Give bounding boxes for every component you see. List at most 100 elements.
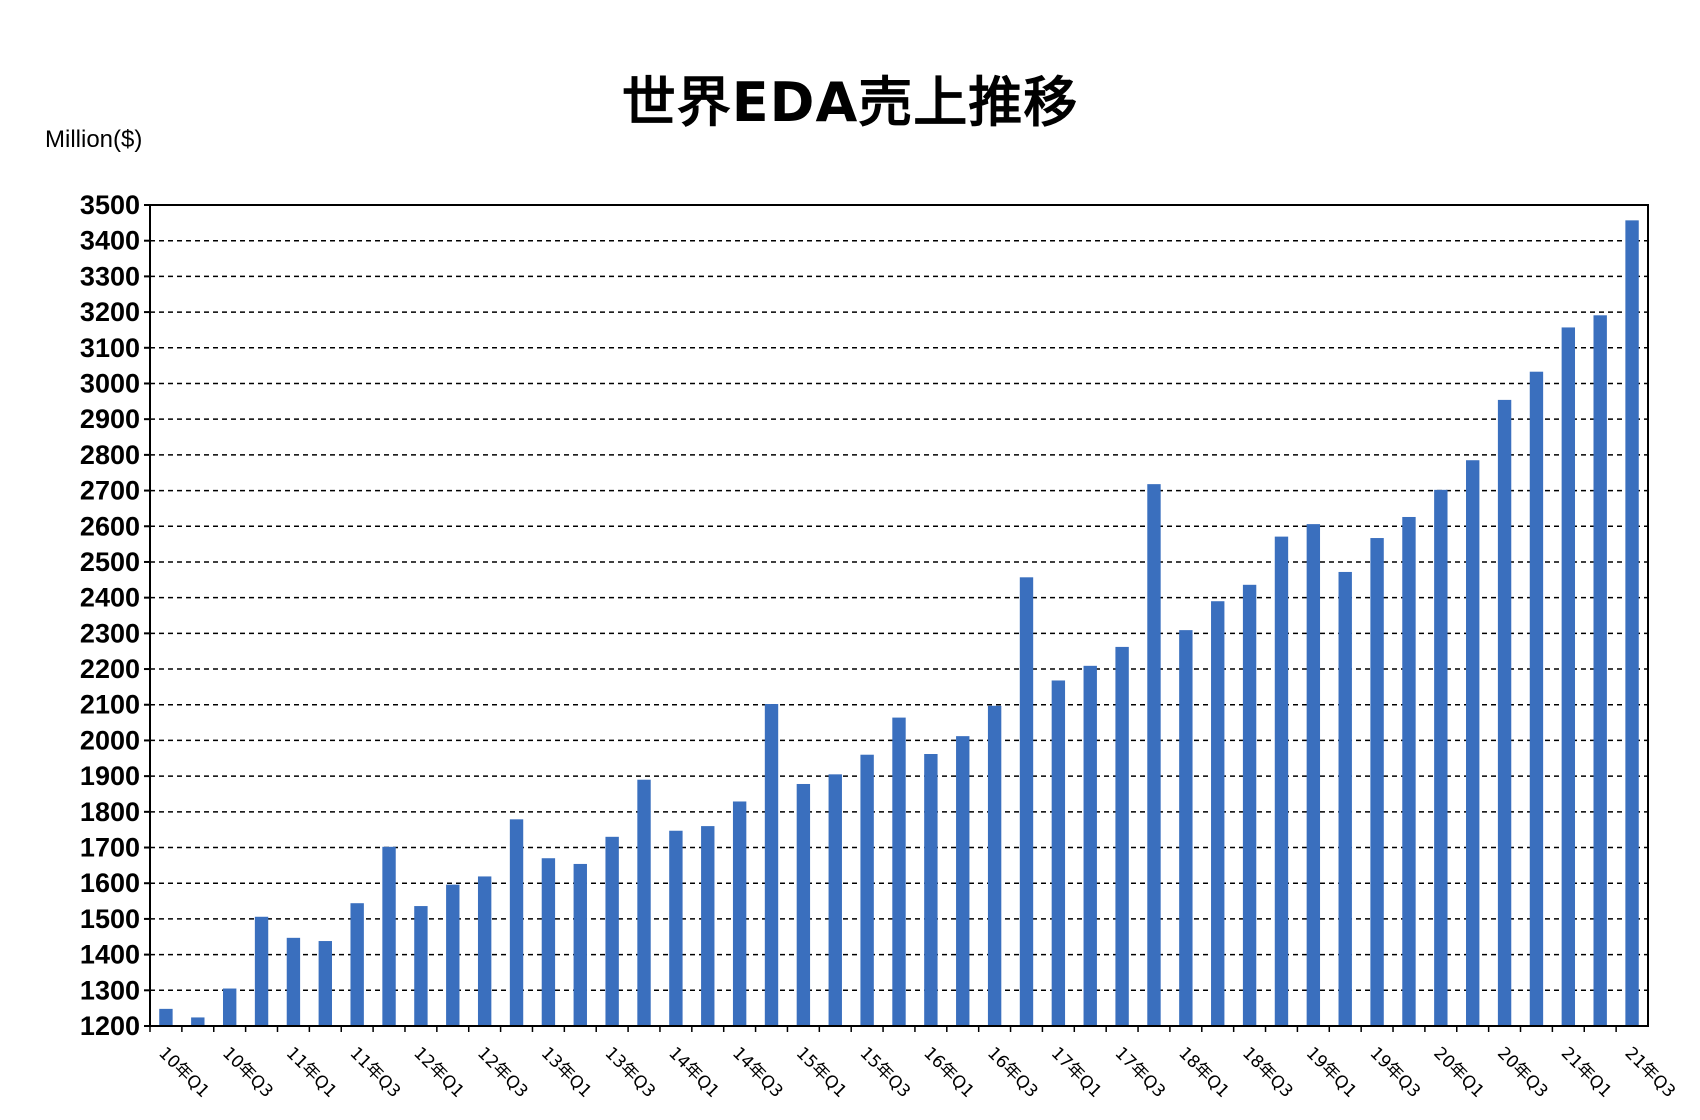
bar-13年Q2 xyxy=(573,863,587,1026)
y-tick-label: 1600 xyxy=(80,868,140,898)
x-tick-label: 10年Q3 xyxy=(218,1043,277,1102)
bar-21年Q3 xyxy=(1625,220,1639,1027)
y-tick-label: 3300 xyxy=(80,261,140,291)
bar-18年Q2 xyxy=(1211,601,1225,1026)
x-tick-label: 15年Q1 xyxy=(792,1043,851,1102)
x-tick-label: 18年Q3 xyxy=(1238,1043,1297,1102)
bar-20年Q3 xyxy=(1497,399,1512,1026)
y-tick-label: 1900 xyxy=(80,761,140,791)
bar-21年Q2 xyxy=(1593,315,1607,1026)
x-tick-label: 14年Q1 xyxy=(664,1043,723,1102)
bar-12年Q3 xyxy=(477,876,492,1026)
bar-16年Q2 xyxy=(956,736,970,1026)
bar-10年Q2 xyxy=(191,1017,205,1026)
y-tick-label: 3000 xyxy=(80,368,140,398)
y-tick-label: 2000 xyxy=(80,725,140,755)
y-tick-label: 2100 xyxy=(80,690,140,720)
y-tick-label: 3500 xyxy=(80,190,140,220)
bar-15年Q2 xyxy=(828,774,842,1026)
x-tick-label: 13年Q3 xyxy=(601,1043,660,1102)
y-tick-label: 1200 xyxy=(80,1011,140,1041)
y-tick-label: 1300 xyxy=(80,975,140,1005)
bar-16年Q3 xyxy=(987,705,1002,1026)
bar-18年Q4 xyxy=(1274,536,1289,1026)
bar-14年Q4 xyxy=(764,704,779,1026)
y-axis-ticks: 1200 1300 1400 1500 1600 1700 1800 1900 2000 2100… xyxy=(80,190,150,1041)
x-tick-label: 12年Q3 xyxy=(473,1043,532,1102)
bar-20年Q1 xyxy=(1434,489,1448,1026)
bar-12年Q2 xyxy=(446,884,460,1026)
y-tick-label: 2800 xyxy=(80,440,140,470)
bar-19年Q2 xyxy=(1338,571,1352,1026)
y-tick-label: 2900 xyxy=(80,404,140,434)
x-tick-label: 21年Q3 xyxy=(1621,1043,1680,1102)
bar-11年Q1 xyxy=(286,937,301,1026)
x-tick-label: 20年Q1 xyxy=(1429,1043,1488,1102)
bar-12年Q1 xyxy=(414,906,428,1026)
bar-17年Q3 xyxy=(1115,646,1129,1026)
y-tick-label: 1800 xyxy=(80,797,140,827)
y-tick-label: 3100 xyxy=(80,333,140,363)
bar-16年Q1 xyxy=(924,753,938,1026)
x-tick-label: 12年Q1 xyxy=(409,1043,468,1102)
x-axis-ticks: 10年Q1 10年Q3 11年Q1 11年Q3 12年Q1 12年Q3 13年Q1 13年Q3… xyxy=(149,1026,1680,1102)
y-tick-label: 3400 xyxy=(80,226,140,256)
y-tick-label: 3200 xyxy=(80,297,140,327)
bar-10年Q4 xyxy=(254,916,269,1026)
bar-15年Q1 xyxy=(796,783,811,1026)
x-tick-label: 13年Q1 xyxy=(537,1043,596,1102)
x-tick-label: 14年Q3 xyxy=(728,1043,787,1102)
bar-10年Q3 xyxy=(222,988,237,1026)
x-tick-label: 16年Q3 xyxy=(983,1043,1042,1102)
bar-11年Q3 xyxy=(350,903,364,1026)
bar-19年Q1 xyxy=(1306,524,1321,1026)
y-tick-label: 1500 xyxy=(80,904,140,934)
bar-19年Q4 xyxy=(1402,516,1416,1026)
bar-18年Q1 xyxy=(1179,630,1193,1026)
plot-area-frame xyxy=(149,204,1649,1027)
x-tick-label: 16年Q1 xyxy=(919,1043,978,1102)
bar-19年Q3 xyxy=(1370,538,1384,1026)
bar-17年Q1 xyxy=(1051,680,1066,1026)
bar-15年Q4 xyxy=(892,717,906,1026)
y-tick-label: 2200 xyxy=(80,654,140,684)
bar-10年Q1 xyxy=(159,1008,173,1026)
bar-17年Q4 xyxy=(1147,484,1161,1026)
x-tick-label: 15年Q3 xyxy=(856,1043,915,1102)
x-tick-label: 11年Q1 xyxy=(282,1043,341,1102)
bar-20年Q2 xyxy=(1466,460,1480,1027)
y-tick-label: 2600 xyxy=(80,511,140,541)
bar-20年Q4 xyxy=(1529,371,1544,1026)
y-tick-label: 2500 xyxy=(80,547,140,577)
bar-17年Q2 xyxy=(1083,665,1097,1026)
x-tick-label: 19年Q1 xyxy=(1302,1043,1361,1102)
bar-13年Q4 xyxy=(637,779,651,1026)
x-tick-label: 18年Q1 xyxy=(1174,1043,1233,1102)
x-tick-label: 19年Q3 xyxy=(1366,1043,1425,1102)
x-tick-label: 17年Q3 xyxy=(1111,1043,1170,1102)
y-tick-label: 1400 xyxy=(80,940,140,970)
chart-title: 世界EDA売上推移 xyxy=(621,71,1079,134)
bar-18年Q3 xyxy=(1242,584,1257,1026)
bar-21年Q1 xyxy=(1561,327,1576,1026)
bar-14年Q3 xyxy=(732,801,747,1026)
y-tick-label: 2400 xyxy=(80,583,140,613)
x-tick-label: 11年Q3 xyxy=(346,1043,405,1102)
x-tick-label: 21年Q1 xyxy=(1557,1043,1616,1102)
bars xyxy=(159,220,1639,1027)
bar-13年Q3 xyxy=(605,836,619,1026)
x-tick-label: 10年Q1 xyxy=(154,1043,213,1102)
bar-16年Q4 xyxy=(1019,577,1034,1026)
bar-11年Q2 xyxy=(318,941,332,1026)
x-tick-label: 20年Q3 xyxy=(1493,1043,1552,1102)
y-tick-label: 2300 xyxy=(80,618,140,648)
bar-13年Q1 xyxy=(541,858,556,1026)
bar-11年Q4 xyxy=(382,846,396,1026)
bar-12年Q4 xyxy=(509,819,524,1026)
y-tick-label: 1700 xyxy=(80,833,140,863)
bar-14年Q1 xyxy=(669,830,683,1026)
bar-15年Q3 xyxy=(860,754,874,1026)
bar-14年Q2 xyxy=(701,826,715,1026)
y-axis-unit-label: Million($) xyxy=(45,126,143,153)
